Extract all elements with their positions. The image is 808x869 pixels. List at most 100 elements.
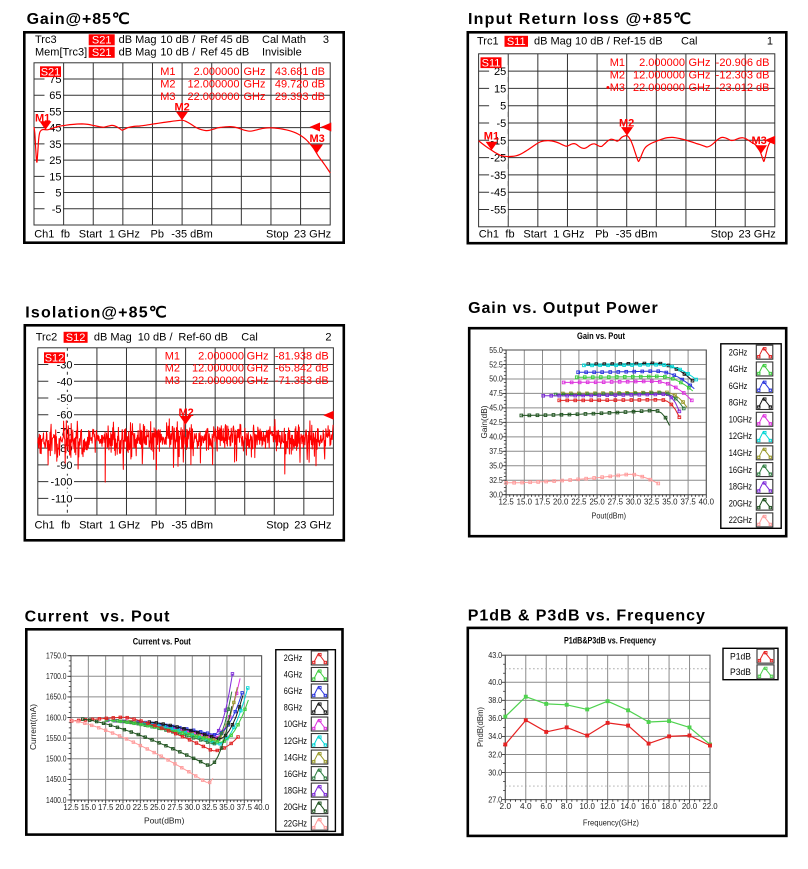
svg-text:25: 25 — [49, 155, 61, 167]
svg-text:47.5: 47.5 — [489, 389, 503, 398]
svg-text:Ref-60 dB: Ref-60 dB — [178, 332, 228, 344]
svg-text:1600.0: 1600.0 — [46, 713, 67, 722]
svg-text:Stop: Stop — [266, 520, 289, 532]
svg-text:10 dB /: 10 dB / — [575, 36, 611, 48]
svg-text:Current vs. Pout: Current vs. Pout — [25, 608, 171, 625]
svg-text:Ref 45 dB: Ref 45 dB — [200, 34, 249, 46]
svg-text:23 GHz: 23 GHz — [739, 229, 776, 241]
svg-text:8GHz: 8GHz — [284, 703, 303, 714]
svg-text:-23.012 dB: -23.012 dB — [716, 82, 770, 94]
svg-text:Start: Start — [79, 229, 102, 241]
svg-text:-71.353 dB: -71.353 dB — [275, 375, 329, 387]
svg-text:-5: -5 — [497, 118, 507, 130]
svg-text:15: 15 — [494, 83, 506, 95]
svg-text:-100: -100 — [50, 477, 72, 489]
svg-text:23 GHz: 23 GHz — [294, 520, 331, 532]
svg-text:S12: S12 — [66, 332, 86, 344]
svg-text:Start: Start — [523, 229, 546, 241]
svg-text:37.5: 37.5 — [237, 803, 253, 812]
svg-text:S21: S21 — [41, 66, 61, 78]
svg-text:GHz: GHz — [247, 375, 269, 387]
svg-text:GHz: GHz — [247, 350, 269, 362]
svg-text:35.0: 35.0 — [662, 498, 678, 507]
svg-text:6GHz: 6GHz — [284, 686, 303, 697]
svg-text:2GHz: 2GHz — [284, 653, 303, 664]
svg-text:30.0: 30.0 — [626, 498, 642, 507]
svg-text:-65.842 dB: -65.842 dB — [275, 363, 329, 375]
svg-text:Isolation@+85℃: Isolation@+85℃ — [25, 305, 168, 322]
svg-text:14GHz: 14GHz — [284, 752, 307, 763]
svg-text:Current(mA): Current(mA) — [28, 704, 38, 750]
svg-text:GHz: GHz — [244, 66, 266, 78]
svg-text:fb: fb — [505, 229, 514, 241]
svg-text:20.0: 20.0 — [115, 803, 131, 812]
svg-text:2.000000: 2.000000 — [639, 57, 685, 69]
svg-text:Current vs. Pout: Current vs. Pout — [133, 637, 192, 648]
svg-text:dB Mag: dB Mag — [119, 47, 157, 59]
svg-text:-60: -60 — [57, 410, 73, 422]
svg-text:-35 dBm: -35 dBm — [171, 229, 213, 241]
svg-text:25.0: 25.0 — [589, 498, 605, 507]
svg-text:20.0: 20.0 — [553, 498, 569, 507]
svg-text:S11: S11 — [482, 57, 501, 69]
svg-text:Pb: Pb — [151, 229, 164, 241]
svg-text:4.0: 4.0 — [520, 802, 532, 811]
svg-text:32.0: 32.0 — [488, 750, 502, 759]
svg-text:-90: -90 — [57, 460, 73, 472]
svg-text:22GHz: 22GHz — [729, 515, 752, 526]
svg-text:35: 35 — [49, 139, 61, 151]
svg-text:S21: S21 — [92, 47, 112, 59]
svg-text:55: 55 — [49, 107, 61, 119]
svg-text:M1: M1 — [165, 350, 180, 362]
svg-text:Pb: Pb — [151, 520, 164, 532]
svg-text:M2: M2 — [165, 363, 180, 375]
svg-text:20.0: 20.0 — [682, 802, 698, 811]
svg-text:M3: M3 — [165, 375, 180, 387]
svg-text:Ch1: Ch1 — [35, 520, 55, 532]
svg-text:30.0: 30.0 — [489, 491, 503, 500]
svg-text:43.681 dB: 43.681 dB — [275, 66, 325, 78]
svg-text:25: 25 — [494, 66, 506, 78]
svg-text:S21: S21 — [92, 34, 112, 46]
svg-text:M3: M3 — [610, 82, 625, 94]
svg-text:5: 5 — [500, 101, 506, 113]
svg-text:36.0: 36.0 — [488, 714, 502, 723]
svg-text:fb: fb — [61, 229, 70, 241]
svg-text:M1: M1 — [160, 66, 175, 78]
svg-text:Pout(dBm): Pout(dBm) — [592, 511, 627, 521]
svg-text:-110: -110 — [51, 493, 72, 505]
svg-text:32.5: 32.5 — [202, 803, 218, 812]
svg-text:27.5: 27.5 — [608, 498, 624, 507]
svg-text:32.5: 32.5 — [644, 498, 660, 507]
svg-text:17.5: 17.5 — [535, 498, 551, 507]
svg-text:S11: S11 — [507, 36, 526, 48]
svg-text:18.0: 18.0 — [661, 802, 677, 811]
svg-text:49.720 dB: 49.720 dB — [275, 79, 325, 91]
svg-text:40.0: 40.0 — [488, 678, 502, 687]
svg-text:12GHz: 12GHz — [284, 736, 307, 747]
svg-text:12GHz: 12GHz — [729, 431, 752, 442]
svg-text:14.0: 14.0 — [620, 802, 636, 811]
svg-text:22GHz: 22GHz — [284, 818, 307, 829]
svg-text:37.5: 37.5 — [680, 498, 696, 507]
svg-text:M1: M1 — [610, 57, 625, 69]
svg-text:23 GHz: 23 GHz — [294, 229, 331, 241]
svg-text:-55: -55 — [490, 205, 506, 217]
svg-text:Pb: Pb — [595, 229, 608, 241]
svg-text:P1dB&P3dB vs. Frequency: P1dB&P3dB vs. Frequency — [564, 636, 657, 647]
svg-text:55.0: 55.0 — [489, 346, 503, 355]
svg-text:Ref 45 dB: Ref 45 dB — [200, 47, 249, 59]
svg-text:Stop: Stop — [266, 229, 289, 241]
svg-text:Gain@+85℃: Gain@+85℃ — [27, 11, 131, 28]
svg-text:Ch1: Ch1 — [34, 229, 54, 241]
svg-text:GHz: GHz — [244, 79, 266, 91]
svg-text:4GHz: 4GHz — [729, 364, 748, 375]
svg-text:Stop: Stop — [711, 229, 734, 241]
svg-text:45.0: 45.0 — [489, 404, 503, 413]
svg-text:1700.0: 1700.0 — [46, 672, 67, 681]
svg-text:10GHz: 10GHz — [284, 719, 307, 730]
svg-text:12.000000: 12.000000 — [188, 79, 240, 91]
svg-text:M2: M2 — [610, 70, 625, 82]
svg-text:Trc2: Trc2 — [36, 332, 58, 344]
svg-text:25.0: 25.0 — [150, 803, 166, 812]
